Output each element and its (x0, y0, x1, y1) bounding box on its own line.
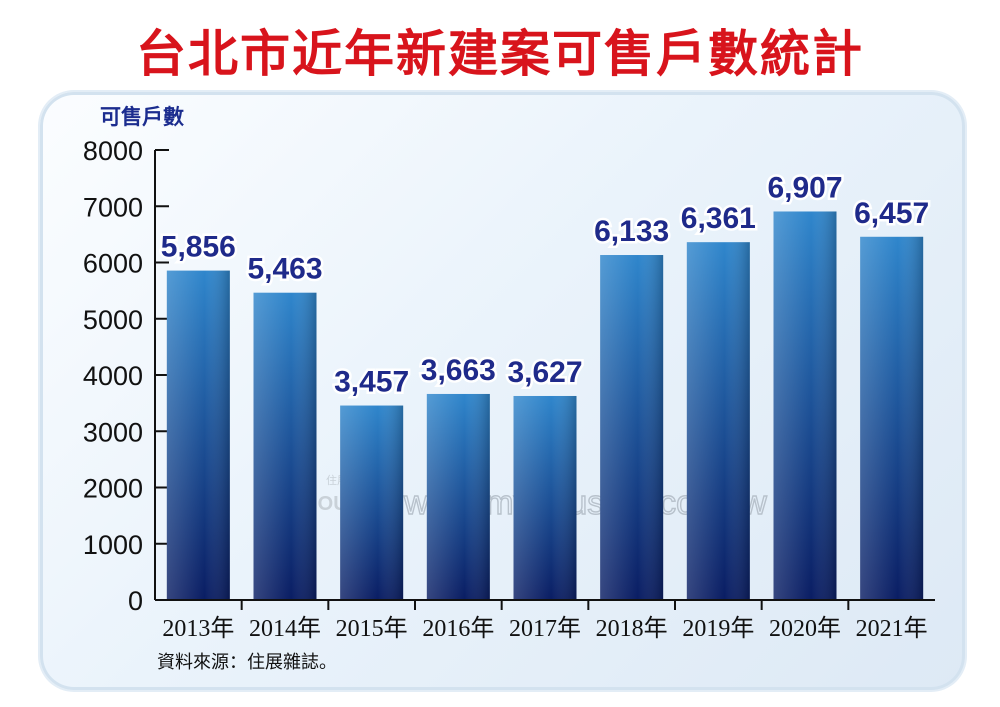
x-tick-label: 2013年 (162, 615, 234, 642)
x-tick-label: 2015年 (336, 615, 408, 642)
value-label-2013年: 5,856 (161, 231, 236, 264)
y-tick-label: 5000 (83, 305, 143, 335)
y-tick-label: 6000 (83, 249, 143, 279)
value-label-2014年: 5,463 (247, 253, 322, 286)
value-label-2015年: 3,457 (334, 366, 409, 399)
bar-shade (860, 236, 924, 600)
value-label-2016年: 3,663 (421, 354, 496, 387)
chart-title: 台北市近年新建案可售戶數統計 (136, 24, 864, 83)
value-label-2019年: 6,361 (681, 202, 756, 235)
value-label-2017年: 3,627 (507, 356, 582, 389)
bars (166, 211, 924, 601)
y-tick-label: 3000 (83, 417, 143, 447)
bar-shade (253, 292, 317, 600)
x-tick-label: 2019年 (682, 615, 754, 642)
bar-shade (166, 270, 230, 600)
x-tick-label: 2018年 (596, 615, 668, 642)
y-tick-label: 1000 (83, 530, 143, 560)
bar-shade (773, 211, 837, 600)
value-label-2021年: 6,457 (854, 197, 929, 230)
y-tick-label: 8000 (83, 136, 143, 166)
y-axis-label: 可售戶數 (100, 105, 184, 129)
y-tick-label: 7000 (83, 192, 143, 222)
bar-shade (686, 242, 750, 600)
bar-shade (340, 405, 404, 600)
x-tick-label: 2021年 (856, 615, 928, 642)
y-tick-label: 4000 (83, 361, 143, 391)
x-tick-label: 2014年 (249, 615, 321, 642)
source-note: 資料來源：住展雜誌。 (157, 652, 337, 673)
x-tick-label: 2020年 (769, 615, 841, 642)
bar-shade (513, 395, 577, 600)
bar-shade (600, 255, 664, 601)
x-tick-label: 2016年 (422, 615, 494, 642)
value-label-2018年: 6,133 (594, 215, 669, 248)
y-tick-label: 0 (128, 586, 143, 616)
y-tick-label: 2000 (83, 474, 143, 504)
value-labels: 5,856 5,463 3,457 3,663 3,627 6,133 6,361 6,907… (158, 169, 931, 401)
x-tick-label: 2017年 (509, 615, 581, 642)
y-axis: 0 1000 2000 3000 4000 5000 6000 7000 8000 (83, 136, 169, 616)
bar-shade (426, 393, 490, 600)
x-axis: 2013年 2014年 2015年 2016年 2017年 2018年 2019年 2020年… (155, 599, 935, 642)
value-label-2020年: 6,907 (767, 171, 842, 204)
